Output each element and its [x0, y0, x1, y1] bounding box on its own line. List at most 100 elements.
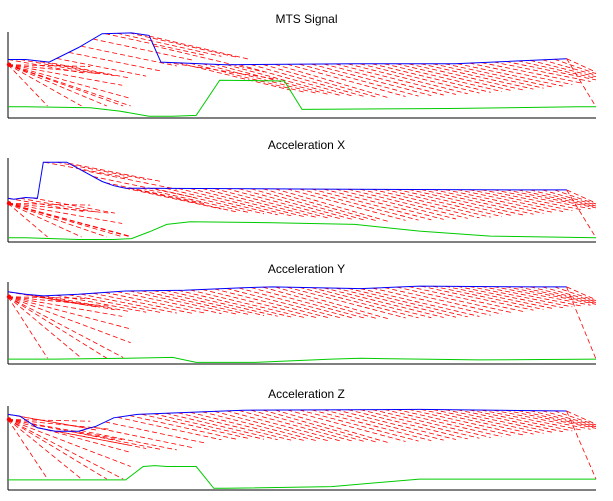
fan-line — [287, 188, 406, 221]
fan-line — [7, 197, 84, 212]
fan-line — [7, 296, 108, 359]
fan-line — [445, 285, 554, 309]
fan-line — [141, 33, 251, 60]
fan-line — [542, 410, 597, 427]
fan-line — [530, 189, 597, 207]
fan-line — [287, 286, 406, 319]
fan-line — [165, 187, 278, 216]
fan-line — [44, 295, 131, 313]
fan-line — [481, 62, 582, 84]
fan-line — [165, 412, 278, 441]
fan-line — [566, 286, 597, 360]
fan-lines-accel-z — [7, 408, 597, 480]
fan-line — [92, 176, 192, 198]
fan-line — [287, 63, 406, 97]
fan-line — [323, 409, 444, 441]
fan-line — [153, 413, 265, 440]
fan-line — [517, 60, 597, 79]
fan-line — [469, 286, 573, 308]
fan-line — [335, 287, 456, 318]
chart-title-mts: MTS Signal — [275, 12, 338, 26]
fan-line — [7, 202, 131, 237]
fan-line — [493, 61, 591, 82]
fan-line — [262, 409, 378, 443]
fan-line — [396, 63, 513, 92]
fan-line — [275, 286, 390, 320]
fan-line — [445, 409, 554, 433]
series-upper-mts — [8, 32, 567, 66]
fan-line — [7, 203, 48, 238]
fan-line — [432, 189, 544, 214]
fan-line — [372, 188, 491, 218]
chart-title-accel-y: Acceleration Y — [267, 262, 346, 276]
fan-line — [117, 32, 222, 57]
fan-line — [299, 287, 419, 319]
fan-lines-accel-y — [7, 285, 597, 360]
fan-line — [80, 293, 177, 314]
fan-line — [311, 188, 432, 221]
fan-line — [226, 188, 343, 220]
fan-line — [432, 409, 544, 434]
fan-line — [445, 63, 554, 88]
series-lower-accel-y — [8, 356, 597, 363]
fan-line — [226, 410, 343, 442]
fan-line — [7, 64, 107, 107]
fan-line — [481, 409, 582, 431]
fan-line — [226, 64, 343, 97]
fan-line — [299, 409, 419, 442]
origin-marker-accel-z — [6, 417, 12, 422]
fan-line — [214, 63, 331, 96]
chart-panel-accel-z — [6, 406, 597, 491]
fan-line — [347, 63, 468, 95]
fan-line — [202, 411, 318, 442]
fan-line — [56, 161, 147, 180]
fan-line — [7, 419, 82, 480]
fan-line — [177, 62, 292, 91]
fan-line — [32, 59, 115, 77]
chart-title-accel-z: Acceleration Z — [268, 387, 345, 401]
fan-line — [7, 419, 48, 480]
fan-line — [493, 286, 591, 306]
fan-line — [202, 188, 318, 218]
fan-line — [408, 409, 524, 436]
fan-line — [56, 58, 147, 77]
fan-line — [7, 296, 124, 358]
fan-line — [56, 294, 147, 313]
fan-line — [7, 419, 108, 480]
fan-line — [105, 182, 207, 205]
fan-line — [153, 45, 265, 73]
fan-line — [469, 409, 573, 432]
fan-line — [20, 59, 100, 75]
fan-line — [432, 63, 544, 89]
fan-line — [408, 189, 524, 216]
fan-line — [68, 51, 162, 72]
origin-marker-mts — [6, 62, 12, 67]
fan-line — [554, 286, 597, 302]
fan-line — [7, 296, 123, 317]
fan-line — [20, 293, 100, 308]
fan-line — [566, 189, 597, 204]
fan-line — [56, 430, 147, 449]
fan-line — [141, 413, 251, 440]
fan-line — [505, 189, 597, 209]
fan-line — [335, 409, 456, 440]
fan-line — [7, 202, 107, 238]
fan-line — [554, 410, 597, 426]
fan-line — [141, 187, 251, 214]
fan-line — [530, 286, 597, 303]
fan-line — [7, 296, 91, 299]
fan-line — [7, 64, 109, 75]
fan-line — [7, 296, 82, 359]
fan-line — [505, 61, 597, 81]
fan-line — [408, 286, 524, 312]
fan-line — [190, 62, 305, 93]
fan-line — [153, 290, 265, 316]
fan-line — [80, 430, 177, 451]
fan-line — [92, 426, 192, 448]
fan-line — [7, 419, 124, 480]
fan-line — [165, 290, 278, 317]
fan-line — [250, 64, 367, 98]
fan-line — [517, 286, 597, 304]
fan-line — [457, 189, 564, 212]
